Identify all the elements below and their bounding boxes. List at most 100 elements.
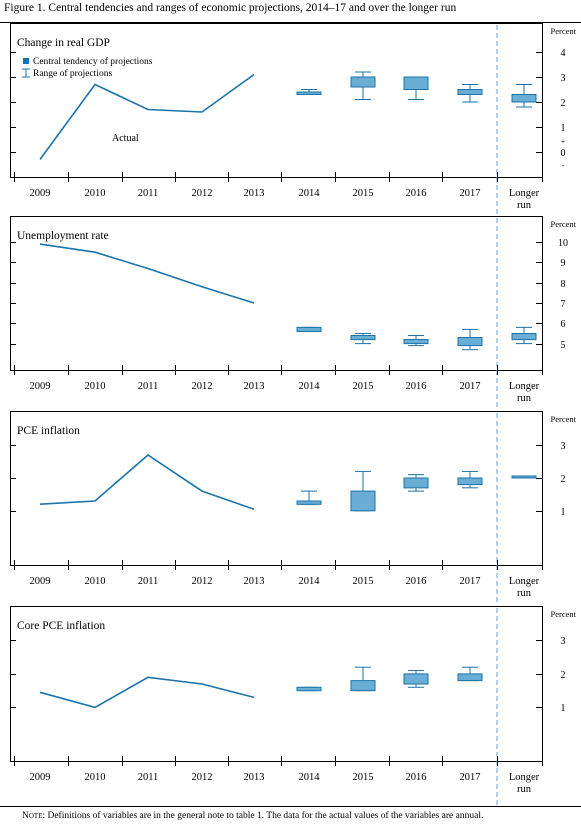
central-tendency-box (511, 475, 537, 479)
y-tick-label: 7 (561, 299, 566, 310)
actual-series-line (39, 243, 255, 304)
chart-panel-2: 2009 2010 2011 2012 2013 2014 2015 2016 2017 Long… (10, 216, 577, 410)
x-tick-label: 2015 (353, 576, 374, 587)
x-tick-label: 2017 (460, 772, 481, 783)
y-tick-label: 5 (561, 340, 566, 351)
x-tick-label: 2014 (299, 576, 321, 587)
x-tick-label: Longer (509, 188, 540, 199)
central-tendency-box (403, 673, 429, 685)
x-tick-label: 2012 (192, 772, 213, 783)
x-tick-label: run (517, 588, 532, 599)
x-tick-label: 2017 (460, 188, 481, 199)
x-tick-label: 2015 (353, 381, 374, 392)
y-tick-label: 1 (561, 703, 566, 714)
x-tick-label: 2016 (406, 381, 427, 392)
central-tendency-box (457, 673, 483, 682)
note-label: Note: (22, 811, 46, 821)
note-text: Definitions of variables are in the gene… (45, 811, 484, 821)
central-tendency-box (350, 76, 376, 88)
y-tick-label: 2 (561, 670, 566, 681)
actual-annotation: Actual (112, 133, 139, 144)
central-tendency-box (350, 335, 376, 341)
y-tick-label: 3 (561, 441, 566, 452)
x-tick-label: 2015 (353, 188, 374, 199)
x-tick-label: run (517, 784, 532, 795)
chart-panel-4: 2009 2010 2011 2012 2013 2014 2015 2016 2017 Long… (10, 606, 577, 805)
x-tick-label: run (517, 200, 532, 211)
x-tick-label: 2017 (460, 576, 481, 587)
y-tick-label: 0 (561, 148, 566, 159)
central-tendency-box (350, 680, 376, 692)
note-rule (0, 806, 581, 807)
x-tick-label: 2009 (30, 772, 51, 783)
central-tendency-box (296, 91, 322, 95)
central-tendency-box (457, 337, 483, 347)
x-tick-label: 2016 (406, 576, 427, 587)
legend-label-central: Central tendency of projections (33, 56, 153, 67)
x-tick-label: 2011 (138, 772, 159, 783)
figure-title: Figure 1. Central tendencies and ranges … (4, 2, 457, 14)
legend-label-range: Range of projections (33, 68, 112, 79)
x-tick-label: 2012 (192, 188, 213, 199)
x-tick-label: 2012 (192, 381, 213, 392)
x-tick-label: 2014 (299, 772, 321, 783)
panel-title: PCE inflation (17, 425, 80, 437)
central-tendency-box (403, 477, 429, 489)
x-tick-label: Longer (509, 772, 540, 783)
x-tick-label: 2013 (244, 576, 265, 587)
figure-charts: 2009 2010 2011 2012 2013 2014 2015 2016 2017 Long… (10, 23, 577, 805)
y-tick-label: 4 (561, 48, 566, 59)
y-tick-label: 1 (561, 507, 566, 518)
unit-label: Percent (551, 26, 577, 36)
y-sign-plus: + (561, 137, 566, 146)
y-tick-label: 9 (561, 258, 566, 269)
panel-title: Unemployment rate (17, 230, 109, 242)
x-tick-label: 2011 (138, 188, 159, 199)
x-tick-label: 2015 (353, 772, 374, 783)
unit-label: Percent (551, 414, 577, 424)
x-tick-label: 2011 (138, 381, 159, 392)
x-tick-label: 2012 (192, 576, 213, 587)
central-tendency-box (403, 339, 429, 345)
central-tendency-box (457, 477, 483, 486)
figure-note: Note: Definitions of variables are in th… (22, 811, 483, 821)
x-tick-label: 2013 (244, 381, 265, 392)
x-tick-label: 2010 (85, 381, 106, 392)
legend-swatch-central (23, 58, 29, 64)
x-tick-label: 2011 (138, 576, 159, 587)
central-tendency-box (296, 326, 322, 332)
central-tendency-box (296, 686, 322, 692)
panel-title: Change in real GDP (17, 37, 110, 49)
central-tendency-box (457, 89, 483, 95)
x-tick-label: 2010 (85, 188, 106, 199)
central-tendency-box (511, 333, 537, 341)
y-tick-label: 10 (558, 238, 568, 249)
y-tick-label: 2 (561, 474, 566, 485)
x-tick-label: 2009 (30, 188, 51, 199)
y-tick-label: 8 (561, 279, 566, 290)
actual-series-line (39, 73, 255, 160)
y-tick-label: 3 (561, 636, 566, 647)
actual-series-line (39, 676, 255, 709)
y-tick-label: 2 (561, 98, 566, 109)
central-tendency-box (403, 76, 429, 90)
title-rule (0, 22, 581, 23)
central-tendency-box (511, 94, 537, 103)
unit-label: Percent (551, 219, 577, 229)
x-tick-label: 2017 (460, 381, 481, 392)
x-tick-label: 2013 (244, 188, 265, 199)
x-tick-label: 2016 (406, 188, 427, 199)
x-tick-label: 2009 (30, 576, 51, 587)
y-tick-label: 1 (561, 123, 566, 134)
panel-title: Core PCE inflation (17, 620, 105, 632)
central-tendency-box (296, 500, 322, 505)
x-tick-label: 2013 (244, 772, 265, 783)
x-tick-label: Longer (509, 576, 540, 587)
x-tick-label: Longer (509, 381, 540, 392)
x-tick-label: 2009 (30, 381, 51, 392)
unit-label: Percent (551, 609, 577, 619)
x-tick-label: run (517, 393, 532, 404)
y-tick-label: 6 (561, 319, 566, 330)
chart-panel-1: 2009 2010 2011 2012 2013 2 0 1 4 2015 2016 2017 Long… (10, 23, 577, 215)
